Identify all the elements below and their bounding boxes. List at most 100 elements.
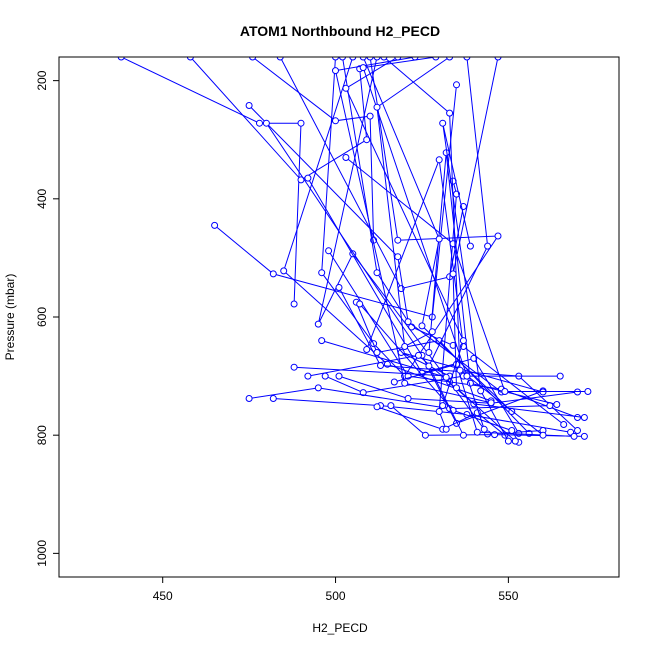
series-line: [283, 57, 492, 402]
data-point: [404, 318, 412, 326]
data-point: [373, 269, 381, 277]
series-line: [338, 375, 578, 404]
data-point: [394, 236, 402, 244]
data-point: [418, 322, 426, 330]
data-point: [459, 431, 467, 439]
data-point: [297, 119, 305, 127]
x-tick-label: 550: [498, 589, 518, 603]
data-point: [332, 117, 339, 125]
data-point: [262, 119, 270, 127]
data-point: [290, 363, 298, 371]
data-point: [394, 57, 402, 61]
series-line: [120, 57, 302, 305]
series-line: [452, 57, 516, 442]
data-point: [453, 81, 460, 89]
data-point: [245, 102, 253, 109]
data-point: [435, 235, 443, 243]
series-line: [438, 180, 458, 430]
data-point: [453, 384, 460, 392]
data-point: [504, 437, 512, 445]
data-point: [256, 119, 263, 127]
y-tick-label: 1000: [35, 540, 49, 567]
series-line: [428, 57, 489, 436]
data-point: [401, 379, 409, 387]
y-tick-label: 400: [35, 188, 49, 208]
data-point: [439, 119, 447, 127]
y-tick-label: 200: [35, 70, 49, 90]
data-point: [449, 270, 457, 278]
data-point: [511, 437, 519, 445]
series-line: [369, 57, 499, 377]
data-point: [470, 354, 478, 362]
data-point: [304, 372, 312, 380]
data-point: [446, 109, 454, 117]
data-point: [276, 57, 284, 61]
data-point: [390, 378, 398, 386]
data-point: [442, 373, 450, 381]
data-point: [290, 300, 298, 308]
data-point: [359, 64, 367, 72]
data-point: [394, 253, 402, 261]
data-point: [508, 427, 516, 434]
data-point: [380, 57, 388, 61]
data-point: [477, 387, 485, 395]
series-line: [252, 57, 375, 241]
data-point: [425, 349, 433, 356]
data-point: [570, 432, 578, 440]
data-point: [487, 399, 495, 407]
series-line: [345, 157, 588, 392]
data-point: [560, 421, 568, 428]
data-point: [366, 57, 374, 61]
data-point: [314, 320, 322, 328]
data-point: [473, 428, 481, 436]
series-line: [383, 57, 544, 436]
series-line: [362, 57, 513, 412]
data-point: [425, 362, 433, 370]
data-point: [556, 372, 564, 380]
data-point: [466, 242, 474, 250]
series-line: [376, 406, 506, 436]
x-axis-label: H2_PECD: [312, 621, 368, 635]
series-line: [294, 352, 544, 393]
data-point: [211, 221, 219, 229]
series-line: [394, 363, 575, 437]
data-point: [456, 366, 464, 374]
data-point: [245, 395, 253, 402]
data-point: [387, 402, 395, 410]
data-point: [280, 267, 288, 275]
x-tick-label: 450: [153, 589, 173, 603]
data-point: [339, 57, 346, 61]
series-line: [334, 57, 492, 404]
data-point: [553, 401, 561, 408]
data-point: [574, 427, 581, 434]
data-point: [117, 57, 125, 61]
data-point: [539, 431, 547, 439]
data-point: [335, 372, 343, 380]
data-point: [404, 395, 412, 402]
data-point: [269, 395, 277, 402]
data-point: [574, 414, 581, 421]
data-point: [325, 247, 333, 255]
series-line: [249, 387, 550, 410]
data-point: [435, 408, 443, 415]
data-point: [435, 156, 443, 164]
chart-title: ATOM1 Northbound H2_PECD: [240, 23, 440, 39]
data-point: [356, 300, 364, 308]
series-line: [279, 57, 464, 290]
series-line: [345, 57, 464, 406]
data-point: [249, 57, 257, 61]
y-axis-label: Pressure (mbar): [3, 274, 17, 361]
series-line: [428, 152, 557, 405]
series-line: [376, 57, 450, 348]
data-point: [342, 84, 350, 92]
data-point: [446, 57, 454, 61]
data-point: [494, 232, 502, 240]
data-point: [366, 112, 374, 120]
series-line: [273, 398, 571, 433]
data-point: [359, 57, 367, 61]
series-line: [362, 57, 485, 430]
data-point: [373, 403, 381, 411]
data-point: [501, 388, 509, 395]
series-line: [359, 303, 520, 443]
